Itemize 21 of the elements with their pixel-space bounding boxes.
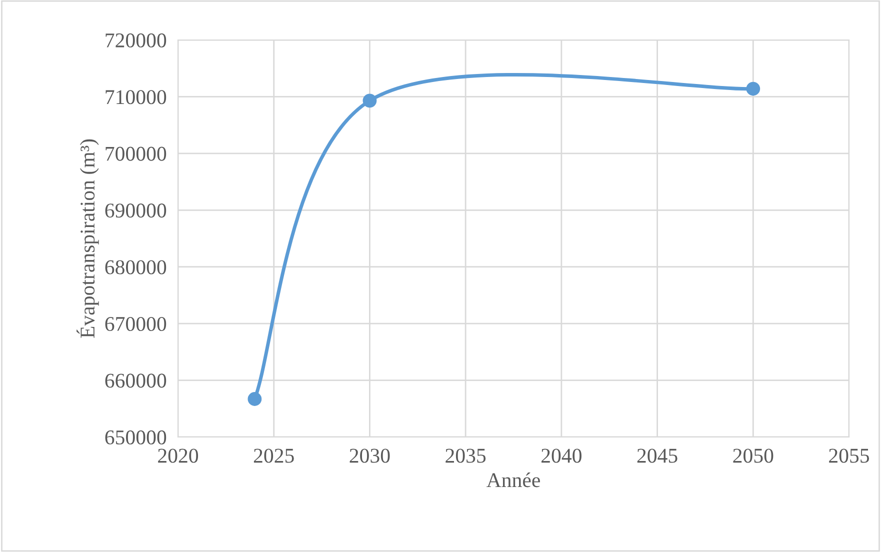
- point: [746, 82, 760, 96]
- x-tick-label: 2030: [350, 448, 390, 463]
- y-tick-label: 650000: [105, 430, 166, 444]
- y-tick-label: 680000: [105, 260, 166, 274]
- point: [362, 94, 377, 108]
- y-tick-label: 690000: [105, 204, 166, 218]
- x-tick-label: 2035: [446, 448, 486, 463]
- x-tick-label: 2020: [158, 448, 198, 463]
- y-tick-label: 670000: [105, 316, 166, 332]
- y-tick-label: 660000: [105, 374, 166, 388]
- x-tick-label: 2045: [637, 448, 678, 463]
- point: [248, 392, 262, 406]
- x-tick-label: 2050: [733, 448, 774, 463]
- x-axis-title: Année: [486, 472, 540, 488]
- y-tick-label: 710000: [106, 90, 166, 104]
- x-tick-label: 2040: [542, 448, 582, 463]
- y-tick-label: 720000: [106, 33, 166, 48]
- x-tick-label: 2025: [254, 448, 294, 463]
- y-axis-title: Évapotranspiration (m³): [76, 139, 99, 338]
- y-tick-label: 700000: [106, 146, 166, 161]
- x-tick-label: 2055: [829, 448, 870, 463]
